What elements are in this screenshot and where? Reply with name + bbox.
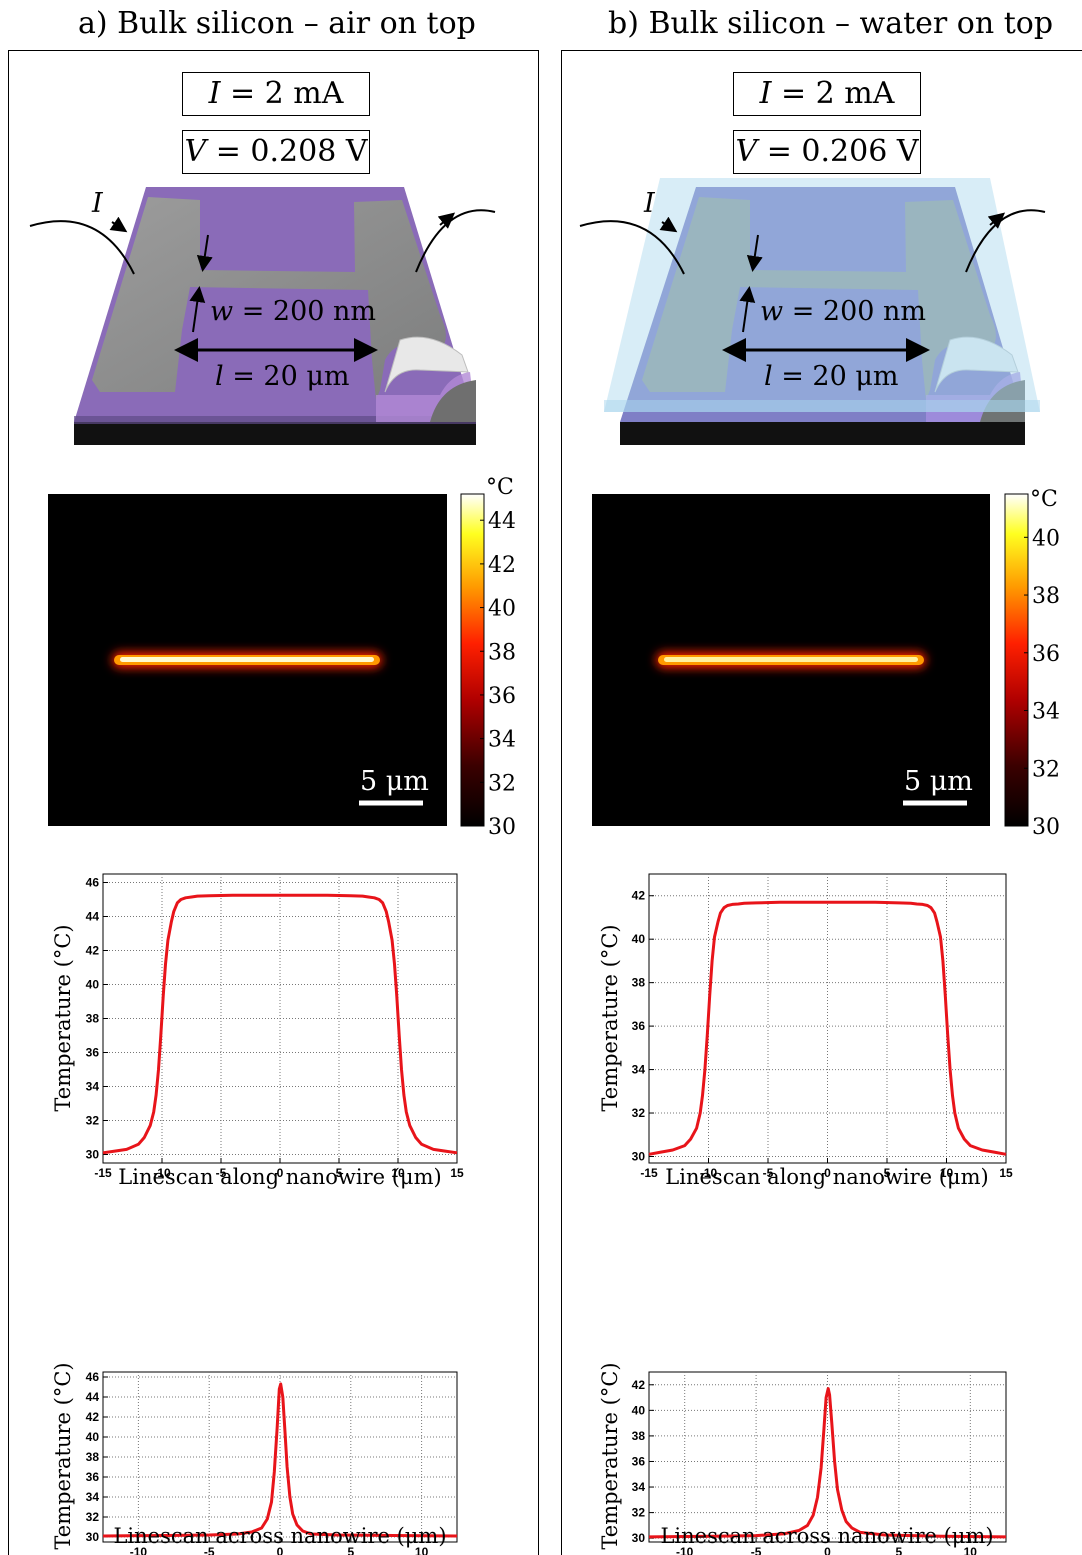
current-out-arrow-a (415, 209, 496, 273)
device-b (579, 178, 1046, 445)
width-arrow-bottom-a (189, 286, 206, 333)
contact-pad-a (384, 336, 469, 393)
device-a (29, 187, 496, 445)
width-annotation-a: w = 200 nm (210, 296, 376, 327)
voltage-box-b: V = 0.206 V (733, 130, 921, 174)
panel-a-frame (8, 50, 539, 1555)
current-in-arrow-a (29, 220, 135, 275)
water-overlay-b (604, 178, 1040, 412)
current-box-b: I = 2 mA (733, 72, 921, 116)
panel-b-title: b) Bulk silicon – water on top (608, 6, 1054, 41)
panel-a-title: a) Bulk silicon – air on top (78, 6, 476, 41)
current-label-b: I (643, 188, 656, 219)
wire-b (642, 197, 996, 400)
current-in-arrow-b (579, 220, 685, 275)
current-label-a: I (91, 188, 104, 219)
width-arrow-bottom-b (739, 286, 756, 333)
device-illustrations: I w = 200 nm l = 20 μm I w = 200 nm l = … (29, 178, 1046, 445)
panel-b-frame (561, 50, 1082, 1555)
wire-a (92, 197, 446, 400)
voltage-box-a: V = 0.208 V (182, 130, 370, 174)
current-box-a: I = 2 mA (182, 72, 370, 116)
width-arrow-top-b (746, 234, 763, 272)
width-arrow-top-a (196, 234, 213, 272)
width-annotation-b: w = 200 nm (760, 296, 926, 327)
contact-pad-b (934, 336, 1019, 393)
substrate-side-a (74, 422, 476, 445)
length-annotation-b: l = 20 μm (764, 361, 899, 392)
substrate-side-b (620, 422, 1025, 445)
length-annotation-a: l = 20 μm (215, 361, 350, 392)
